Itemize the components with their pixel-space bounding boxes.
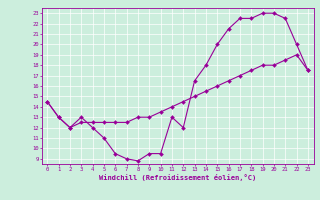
X-axis label: Windchill (Refroidissement éolien,°C): Windchill (Refroidissement éolien,°C) — [99, 174, 256, 181]
